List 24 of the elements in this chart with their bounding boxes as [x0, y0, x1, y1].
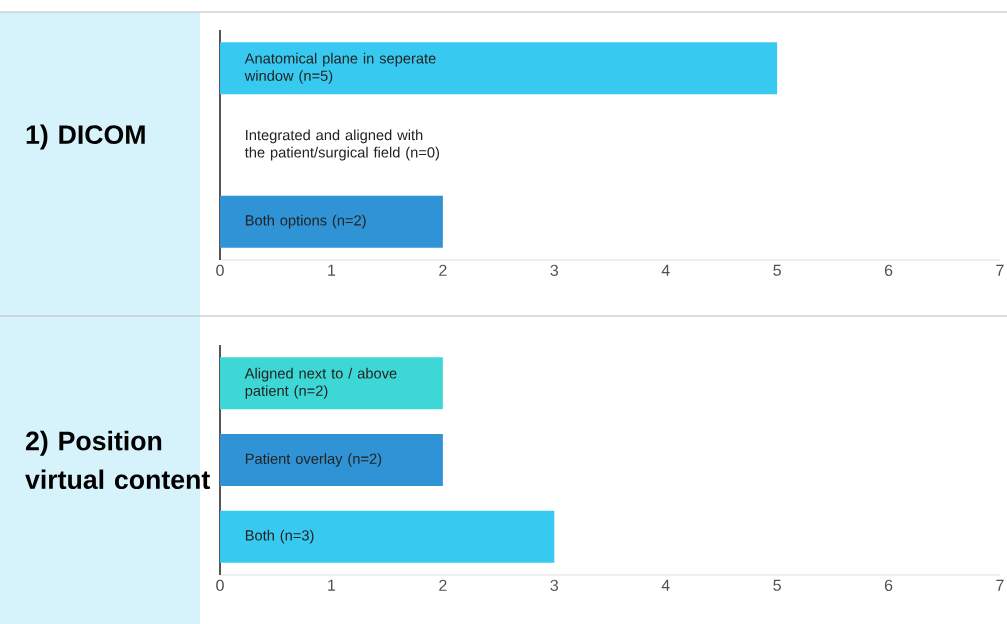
x-tick-label: 5 [773, 579, 781, 591]
y-tick-label: Both (n=3) [245, 529, 314, 544]
y-tick-label: Patient overlay (n=2) [245, 453, 382, 467]
x-tick-label: 4 [661, 264, 670, 276]
x-tick-label: 3 [550, 579, 559, 592]
x-tick-label: 5 [773, 264, 781, 276]
y-tick-label: Integrated and aligned with the patient/surgical field (n=0) [244, 129, 440, 161]
x-tick-label: 3 [550, 264, 559, 277]
y-tick-label: Anatomical plane in seperate window (n=5) [244, 52, 436, 84]
x-tick-label: 1 [328, 579, 336, 591]
y-tick-label: Aligned next to / above patient (n=2) [244, 367, 397, 399]
x-tick-label: 7 [996, 264, 1004, 276]
x-tick-label: 0 [216, 579, 224, 592]
x-tick-label: 7 [996, 579, 1004, 591]
x-tick-label: 2 [439, 579, 447, 591]
x-tick-label: 6 [884, 579, 893, 592]
x-tick-label: 4 [661, 579, 670, 591]
x-tick-label: 1 [328, 264, 336, 276]
x-tick-label: 0 [216, 264, 224, 277]
x-tick-label: 2 [439, 264, 447, 276]
x-tick-label: 6 [884, 264, 893, 277]
text: 1) DICOM [26, 124, 145, 150]
y-tick-label: Both options (n=2) [245, 214, 366, 229]
text: 2) Position virtual content [25, 430, 210, 490]
